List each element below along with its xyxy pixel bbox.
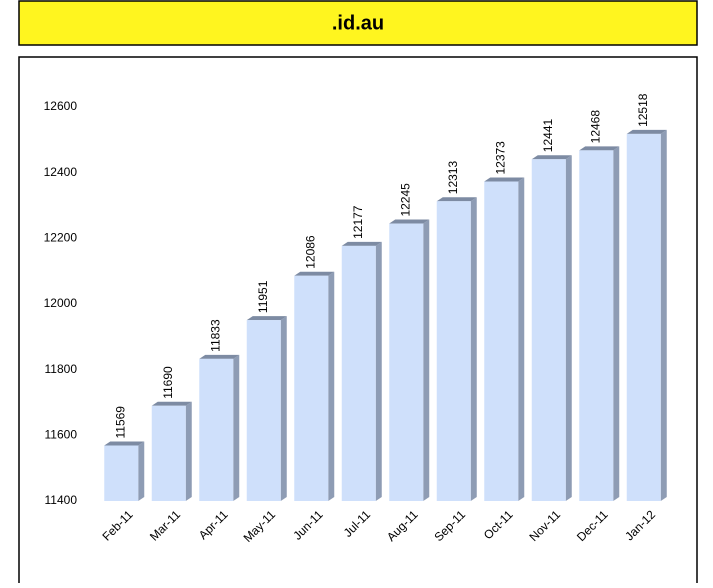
bar-top xyxy=(294,271,335,276)
y-tick-label: 12200 xyxy=(44,231,78,245)
bar-side xyxy=(518,177,525,501)
bar-top xyxy=(341,241,382,246)
bar-side xyxy=(375,241,382,501)
data-label: 12373 xyxy=(493,141,507,175)
y-tick-label: 11600 xyxy=(45,428,78,442)
bar-side xyxy=(280,316,287,501)
bar-top xyxy=(579,146,620,151)
y-tick-label: 11400 xyxy=(45,493,78,507)
bar-top xyxy=(484,177,525,182)
bar-side xyxy=(565,155,572,501)
bar xyxy=(436,201,471,501)
data-label: 11833 xyxy=(208,319,222,352)
data-label: 12245 xyxy=(398,183,412,217)
y-tick-label: 12000 xyxy=(44,296,78,310)
bar xyxy=(341,245,376,501)
y-tick-label: 12400 xyxy=(44,165,78,179)
chart-title: .id.au xyxy=(332,12,384,34)
y-tick-label: 12600 xyxy=(44,99,78,113)
bar xyxy=(104,445,139,501)
bar-side xyxy=(328,271,335,501)
bar xyxy=(531,159,566,501)
y-tick-label: 11800 xyxy=(45,362,78,376)
bar-side xyxy=(138,441,145,501)
header-bar xyxy=(18,0,698,46)
data-label: 12441 xyxy=(541,119,555,153)
bar xyxy=(246,320,281,501)
data-label: 12086 xyxy=(303,235,317,269)
bar xyxy=(579,150,614,501)
data-label: 12313 xyxy=(446,161,460,195)
bar-top xyxy=(531,155,572,160)
data-label: 11569 xyxy=(113,406,127,439)
bar-top xyxy=(626,129,667,134)
bar-side xyxy=(423,219,430,501)
bar-top xyxy=(151,401,192,406)
bar xyxy=(199,358,234,501)
bar xyxy=(626,133,661,501)
bar-side xyxy=(185,401,192,501)
bar-side xyxy=(470,197,477,501)
bar-top xyxy=(246,316,287,321)
bar-top xyxy=(199,354,240,359)
bar-top xyxy=(104,441,145,446)
data-label: 11951 xyxy=(256,280,270,313)
bar-top xyxy=(389,219,430,224)
bar xyxy=(484,181,519,501)
data-label: 11690 xyxy=(161,366,175,399)
bar-side xyxy=(660,129,667,501)
data-label: 12468 xyxy=(588,110,602,144)
bar xyxy=(294,275,329,501)
bar xyxy=(151,405,186,501)
bar-top xyxy=(436,197,477,202)
bar-side xyxy=(233,354,240,501)
data-label: 12177 xyxy=(351,205,365,239)
bar-side xyxy=(613,146,620,501)
data-label: 12518 xyxy=(636,93,650,127)
bar xyxy=(389,223,424,501)
